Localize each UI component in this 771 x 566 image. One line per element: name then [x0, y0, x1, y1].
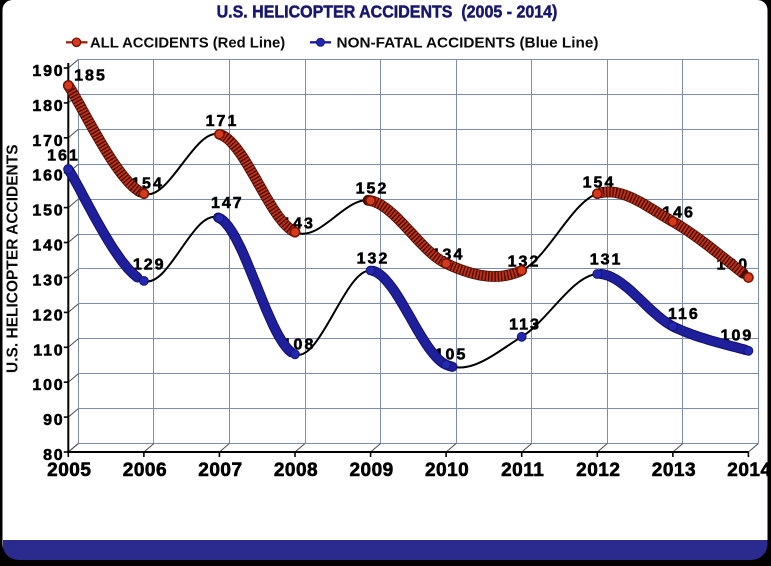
svg-text:132: 132 [508, 253, 541, 270]
svg-text:2005: 2005 [47, 460, 91, 481]
svg-text:140: 140 [32, 238, 64, 255]
svg-text:171: 171 [206, 113, 239, 130]
svg-text:2006: 2006 [123, 460, 167, 481]
svg-text:2014: 2014 [727, 460, 771, 481]
svg-text:129: 129 [133, 257, 166, 274]
svg-text:185: 185 [74, 67, 107, 84]
svg-text:2012: 2012 [576, 460, 620, 481]
svg-text:2013: 2013 [652, 460, 696, 481]
svg-text:170: 170 [32, 133, 64, 150]
svg-text:132: 132 [357, 250, 390, 267]
svg-text:150: 150 [32, 203, 64, 220]
svg-text:2009: 2009 [349, 460, 393, 481]
svg-text:2007: 2007 [198, 460, 242, 481]
svg-text:2011: 2011 [501, 460, 544, 481]
svg-text:NON-FATAL ACCIDENTS (Blue Line: NON-FATAL ACCIDENTS (Blue Line) [337, 35, 599, 52]
svg-text:180: 180 [32, 98, 64, 115]
svg-text:120: 120 [32, 307, 64, 324]
svg-text:ALL ACCIDENTS (Red Line): ALL ACCIDENTS (Red Line) [90, 34, 285, 51]
svg-text:147: 147 [211, 195, 244, 212]
svg-text:2010: 2010 [425, 460, 469, 481]
svg-text:152: 152 [356, 180, 389, 197]
svg-text:110: 110 [33, 342, 64, 359]
svg-text:90: 90 [43, 412, 64, 429]
svg-text:U.S. HELICOPTER ACCIDENTS: U.S. HELICOPTER ACCIDENTS [5, 144, 22, 373]
svg-text:130: 130 [32, 273, 64, 290]
svg-text:80: 80 [43, 447, 64, 464]
svg-text:116: 116 [668, 306, 700, 323]
svg-text:2008: 2008 [274, 460, 318, 481]
svg-text:131: 131 [590, 251, 623, 268]
svg-text:190: 190 [32, 63, 64, 80]
svg-text:161: 161 [47, 147, 80, 164]
svg-text:160: 160 [32, 168, 64, 185]
svg-text:U.S. HELICOPTER ACCIDENTS (20: U.S. HELICOPTER ACCIDENTS (2005 - 2014) [217, 2, 558, 22]
svg-text:100: 100 [32, 377, 64, 394]
